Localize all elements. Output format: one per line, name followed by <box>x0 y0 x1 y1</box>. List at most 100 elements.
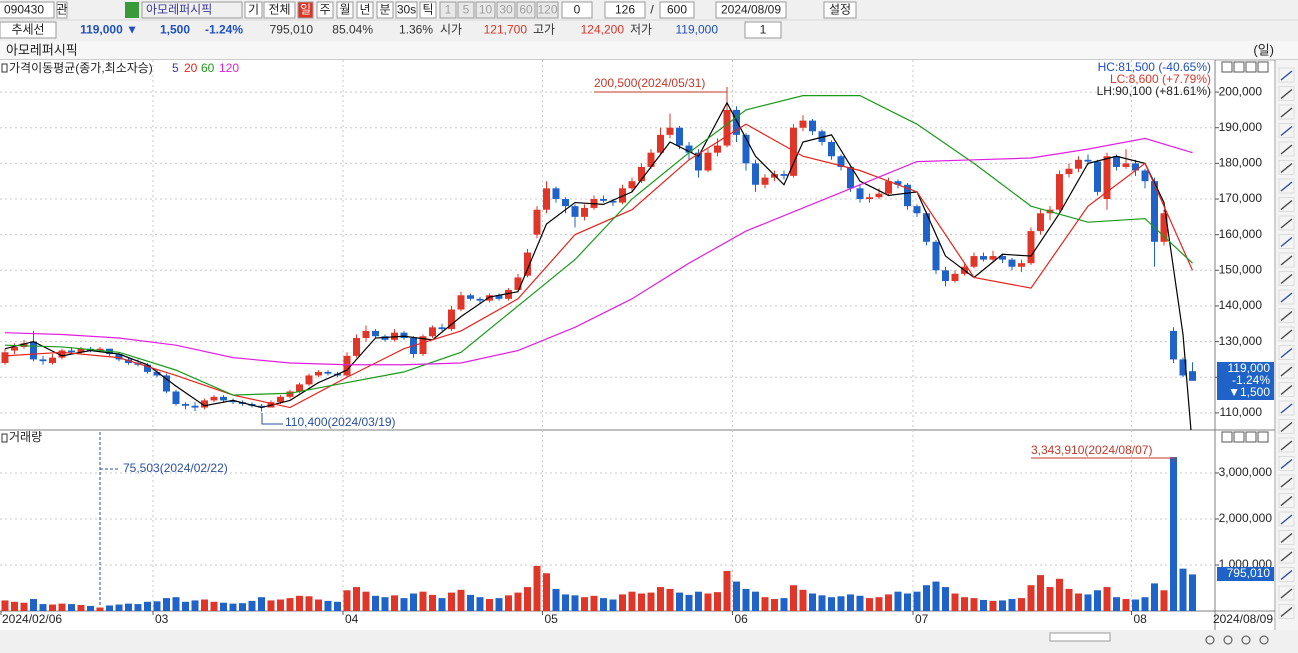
button[interactable] <box>536 1 559 19</box>
button[interactable] <box>604 1 646 19</box>
button[interactable] <box>0 1 55 19</box>
button[interactable] <box>715 1 787 19</box>
tool-button[interactable] <box>1278 493 1295 508</box>
tool-button[interactable] <box>1278 197 1295 212</box>
volume-bar <box>647 592 655 611</box>
tool-button[interactable] <box>1278 400 1295 416</box>
candle-body <box>1179 359 1187 376</box>
tool-button[interactable] <box>1278 456 1295 471</box>
period-button: 30s <box>397 3 416 17</box>
tool-button[interactable] <box>1278 548 1295 564</box>
volume-bar <box>742 588 750 611</box>
button[interactable] <box>395 1 418 19</box>
tool-button[interactable] <box>1278 567 1295 582</box>
zoom-reset[interactable] <box>1241 635 1251 645</box>
tool-button[interactable] <box>1278 474 1295 490</box>
period-button: 주 <box>319 3 330 17</box>
tool-button[interactable] <box>1278 178 1295 194</box>
stock-name: 아모레퍼시픽 <box>146 3 212 17</box>
zoom-fit[interactable] <box>1259 635 1269 645</box>
tool-button[interactable] <box>1278 141 1295 157</box>
candle-body <box>809 120 816 132</box>
ma-line <box>4 95 1193 396</box>
button[interactable] <box>56 1 68 19</box>
panel-button[interactable] <box>1257 61 1269 73</box>
tool-button[interactable] <box>1278 67 1295 83</box>
tool-button[interactable] <box>1278 104 1295 120</box>
tool-glyph <box>1280 495 1293 507</box>
tool-button[interactable] <box>1278 234 1295 249</box>
tool-icons <box>1278 67 1295 619</box>
tool-button[interactable] <box>1278 419 1295 434</box>
button[interactable] <box>316 1 334 19</box>
candle-body <box>780 174 788 176</box>
volume-bar <box>30 599 37 611</box>
tool-button[interactable] <box>1278 585 1295 601</box>
tool-button[interactable] <box>1278 308 1295 323</box>
panel-button[interactable] <box>1221 431 1233 443</box>
volume-bar <box>1122 599 1130 611</box>
candle-body <box>1103 156 1111 200</box>
tool-button[interactable] <box>1278 345 1295 360</box>
button[interactable] <box>244 1 263 19</box>
tool-button[interactable] <box>1278 382 1295 397</box>
volume-bar <box>913 591 921 611</box>
panel-button[interactable] <box>1233 431 1245 443</box>
tool-button[interactable] <box>1278 252 1295 268</box>
interval-button: 5 <box>463 3 470 17</box>
button[interactable] <box>516 1 536 19</box>
tool-button[interactable] <box>1278 530 1295 545</box>
button[interactable] <box>376 1 394 19</box>
button[interactable] <box>439 1 457 19</box>
tool-button[interactable] <box>1278 160 1295 175</box>
panel-button[interactable] <box>1245 61 1257 73</box>
volume-bar <box>923 585 930 611</box>
tool-button[interactable] <box>1278 215 1295 231</box>
panel-button[interactable] <box>1221 61 1233 73</box>
price-label: ▼1,500 <box>1228 385 1270 399</box>
tool-button[interactable] <box>1278 86 1295 101</box>
volume-bar <box>695 591 702 611</box>
button[interactable] <box>336 1 354 19</box>
volume-bar <box>970 598 978 611</box>
candle-body <box>1141 170 1149 182</box>
volume-bar <box>856 595 864 611</box>
tool-button[interactable] <box>1278 511 1295 527</box>
tool-button[interactable] <box>1278 437 1295 453</box>
button[interactable] <box>419 1 437 19</box>
tool-button[interactable] <box>1278 289 1295 305</box>
tool-glyph <box>1280 384 1293 396</box>
panel-button[interactable] <box>1257 431 1269 443</box>
tool-button[interactable] <box>1278 123 1295 138</box>
legend-entry: 60 <box>201 61 215 75</box>
tool-button[interactable] <box>1278 604 1295 619</box>
button[interactable] <box>561 1 593 19</box>
button[interactable] <box>297 1 314 19</box>
tool-glyph <box>1280 125 1293 137</box>
candle-body <box>875 193 883 198</box>
annotation-line <box>261 413 283 425</box>
zoom-in[interactable] <box>1205 635 1215 645</box>
button[interactable] <box>744 21 782 39</box>
tool-button[interactable] <box>1278 326 1295 342</box>
button[interactable] <box>659 1 695 19</box>
button[interactable] <box>496 1 516 19</box>
scroll-thumb[interactable] <box>1049 632 1111 642</box>
button[interactable] <box>457 1 475 19</box>
name-box[interactable] <box>141 1 243 19</box>
volume-bar <box>704 593 712 611</box>
button[interactable] <box>823 1 857 19</box>
volume-bar <box>400 598 408 611</box>
button[interactable] <box>0 21 57 39</box>
tool-button[interactable] <box>1278 271 1295 286</box>
interval-button: 10 <box>479 3 493 17</box>
button[interactable] <box>356 1 374 19</box>
volume-bar <box>134 604 142 611</box>
panel-button[interactable] <box>1245 431 1257 443</box>
tool-button[interactable] <box>1278 363 1295 379</box>
interval-button: 60 <box>519 3 533 17</box>
panel-button[interactable] <box>1233 61 1245 73</box>
button[interactable] <box>263 1 296 19</box>
zoom-out[interactable] <box>1223 635 1233 645</box>
button[interactable] <box>475 1 496 19</box>
